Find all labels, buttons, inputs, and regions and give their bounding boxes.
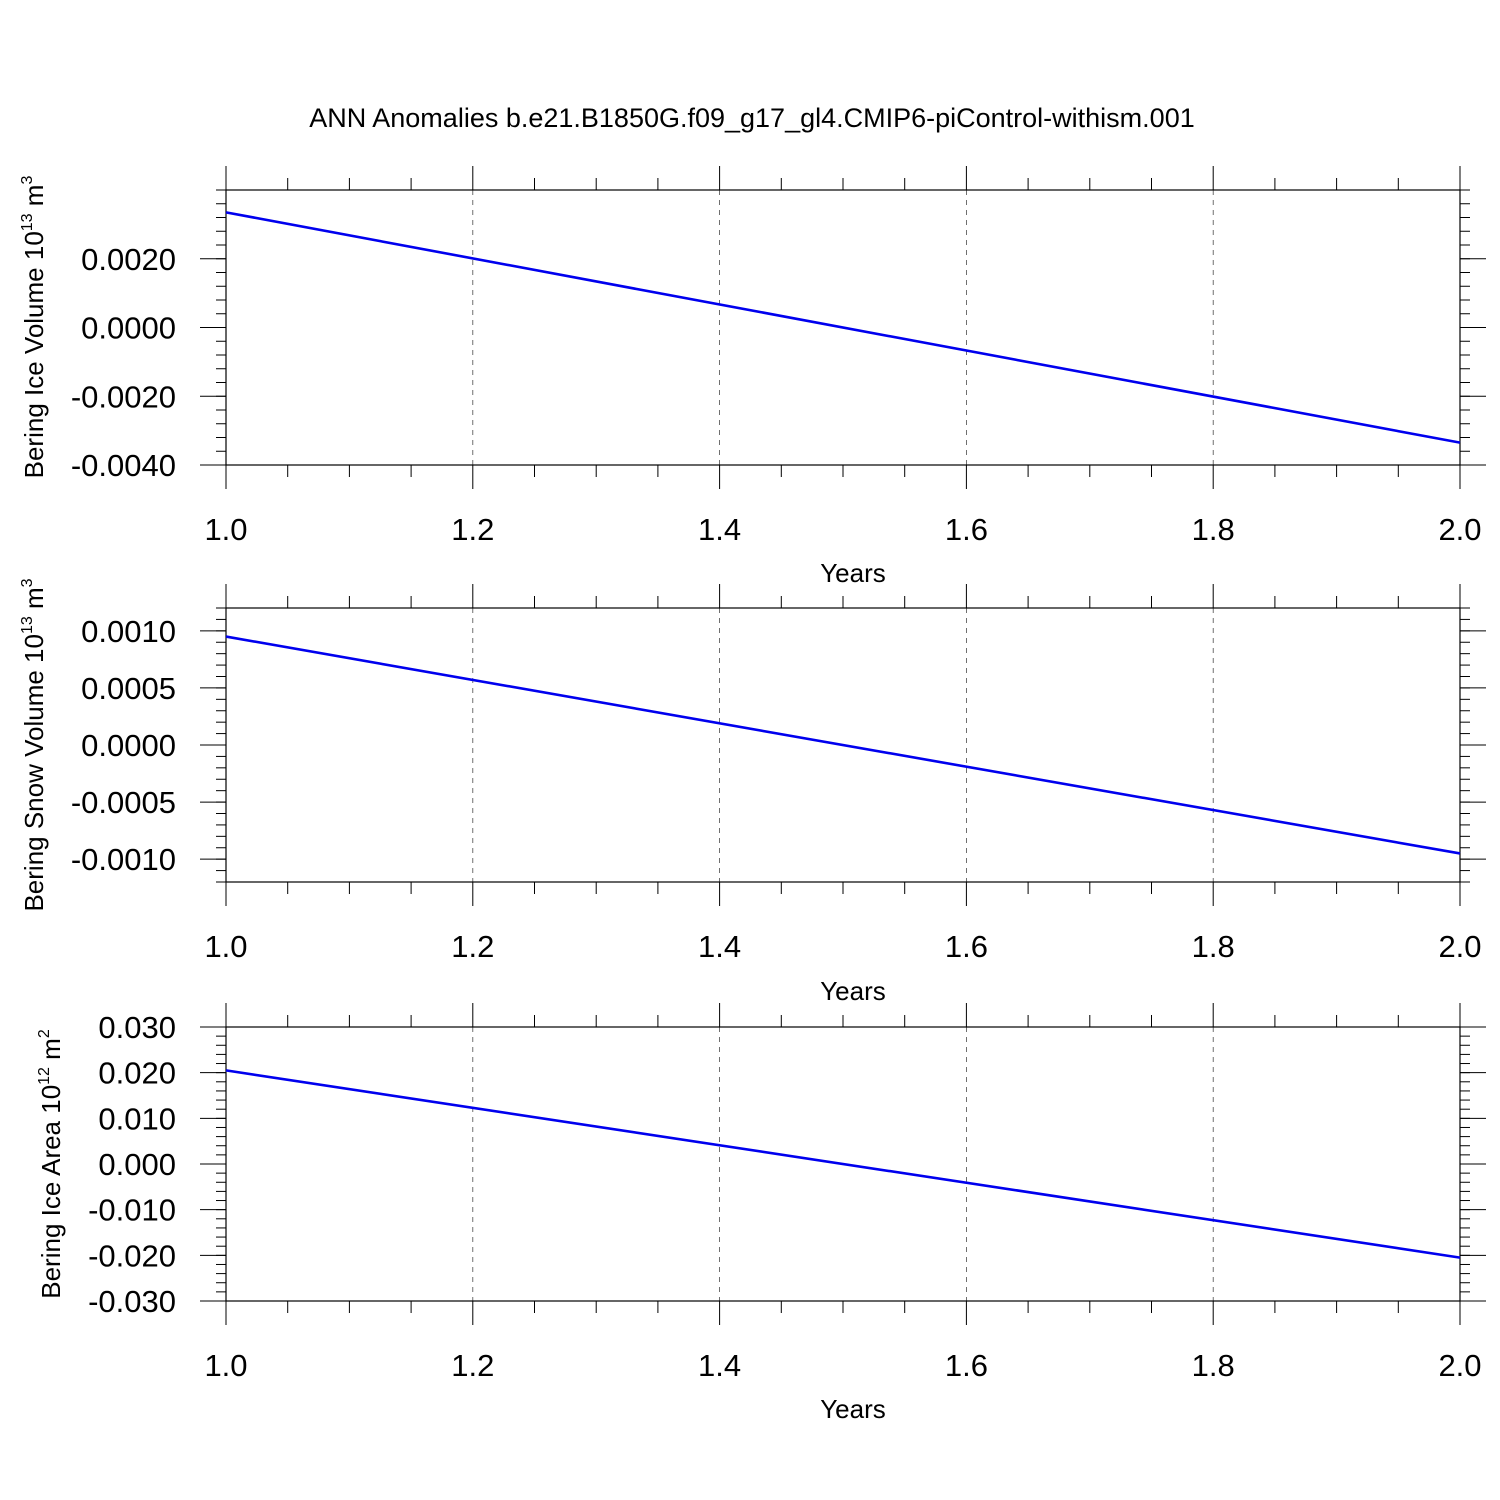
y-axis-title-text: Bering Ice Area 10 [36,1085,66,1299]
y-axis-title: Bering Ice Area 1012 m2 [36,1029,66,1299]
y-tick-label: 0.010 [98,1101,176,1136]
y-tick-label: 0.000 [98,1147,176,1182]
y-tick-label: 0.0000 [81,311,176,346]
x-tick-label: 2.0 [1438,929,1481,964]
y-tick-label: -0.010 [88,1193,176,1228]
y-axis-title-text: Bering Snow Volume 10 [19,634,49,912]
y-tick-label: 0.0005 [81,671,176,706]
series-line [225,635,1461,855]
y-axis-title-unit: m [19,185,49,214]
panels: 1.0 1.2 1.4 1.6 1.8 2.0 0.0020 0.0000 -0.0020 -0.… [19,166,1486,1424]
y-axis-title-exponent: 12 [36,1067,53,1085]
y-axis-title: Bering Ice Volume 1013 m3 [19,176,49,479]
x-tick-label: 2.0 [1438,1348,1481,1383]
y-tick-label: -0.020 [88,1238,176,1273]
y-tick-label: 0.0020 [81,242,176,277]
x-tick-label: 1.0 [204,512,247,547]
y-axis-title-unit: m [19,587,49,616]
x-axis-title: Years [820,558,886,588]
x-tick-label: 1.6 [945,1348,988,1383]
x-axis-title: Years [820,1394,886,1424]
panel-3: 1.0 1.2 1.4 1.6 1.8 2.0 0.030 0.020 0.010 0.000 -0… [36,1003,1486,1424]
y-axis-title-unit: m [36,1038,66,1067]
x-tick-label: 1.0 [204,929,247,964]
y-tick-label: 0.0000 [81,728,176,763]
series-line [225,1069,1461,1259]
panel-1: 1.0 1.2 1.4 1.6 1.8 2.0 0.0020 0.0000 -0.0020 -0.… [19,166,1486,588]
y-tick-label: 0.030 [98,1010,176,1045]
x-tick-label: 1.2 [451,1348,494,1383]
x-tick-label: 1.6 [945,929,988,964]
x-tick-label: 2.0 [1438,512,1481,547]
x-tick-label: 1.2 [451,512,494,547]
x-tick-label: 1.4 [698,1348,741,1383]
y-axis-title: Bering Snow Volume 1013 m3 [19,578,49,911]
x-axis-title: Years [820,976,886,1006]
series-line [225,211,1461,444]
x-tick-label: 1.0 [204,1348,247,1383]
x-tick-label: 1.4 [698,929,741,964]
y-axis-title-unit-exponent: 3 [19,578,36,587]
y-tick-label: -0.0040 [71,448,176,483]
y-axis-title-text: Bering Ice Volume 10 [19,231,49,478]
y-tick-label: -0.0005 [71,785,176,820]
y-axis-title-exponent: 13 [19,213,36,231]
y-axis-title-exponent: 13 [19,616,36,634]
y-tick-label: 0.020 [98,1056,176,1091]
y-axis-title-unit-exponent: 2 [36,1029,53,1038]
y-tick-label: 0.0010 [81,614,176,649]
y-axis-title-unit-exponent: 3 [19,176,36,185]
figure-title: ANN Anomalies b.e21.B1850G.f09_g17_gl4.C… [309,103,1194,133]
x-tick-label: 1.4 [698,512,741,547]
x-tick-label: 1.8 [1192,1348,1235,1383]
x-tick-label: 1.2 [451,929,494,964]
y-tick-label: -0.0010 [71,842,176,877]
y-tick-label: -0.0020 [71,379,176,414]
x-tick-label: 1.8 [1192,512,1235,547]
x-tick-label: 1.6 [945,512,988,547]
panel-2: 1.0 1.2 1.4 1.6 1.8 2.0 0.0010 0.0005 0.0000 -0.0… [19,578,1486,1006]
x-tick-label: 1.8 [1192,929,1235,964]
y-tick-label: -0.030 [88,1284,176,1319]
